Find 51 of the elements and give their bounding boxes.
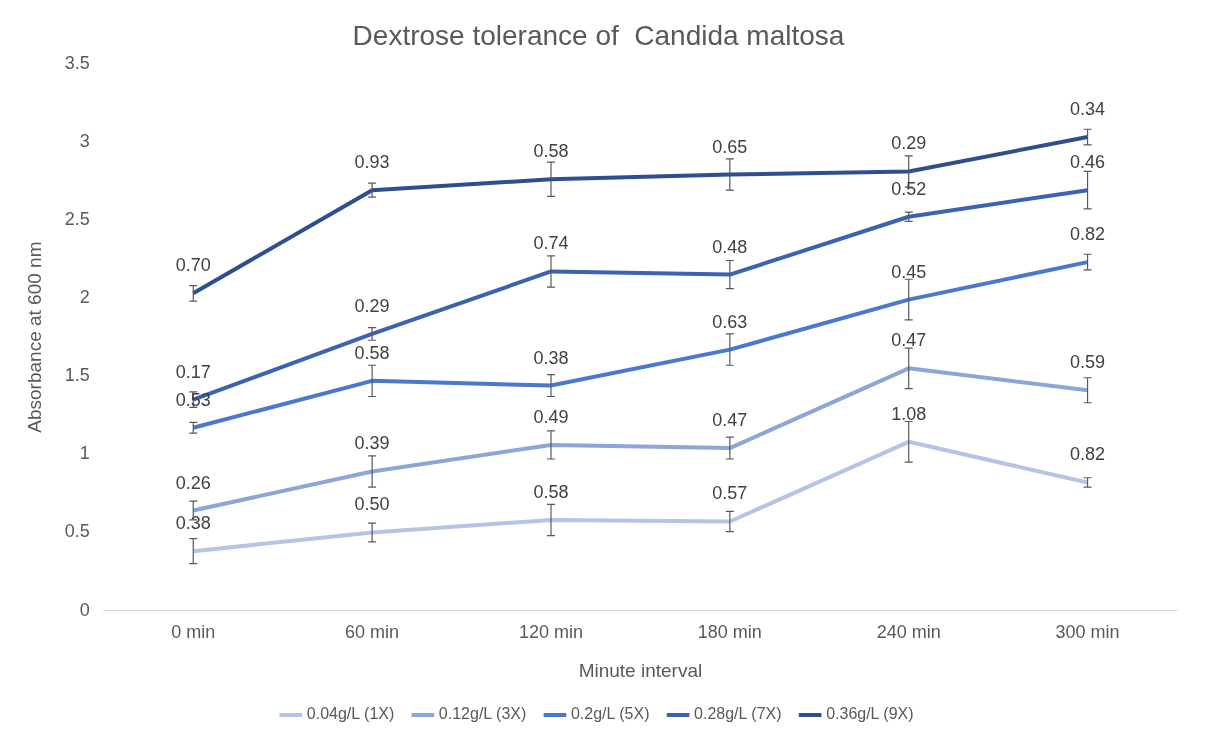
y-tick-label: 3 — [79, 130, 90, 151]
annotation: 0.93 — [354, 152, 390, 173]
y-axis-title: Absorbance at 600 nm — [23, 241, 45, 433]
x-tick-label: 240 min — [876, 622, 941, 643]
legend-label: 0.36g/L (9X) — [826, 705, 914, 723]
data-label: 0.82 — [1070, 444, 1106, 465]
y-tick-label: 0.5 — [64, 521, 90, 542]
x-tick-label: 60 min — [345, 622, 400, 643]
annotation: 0.26 — [175, 472, 211, 493]
data-label: 1.08 — [891, 403, 927, 424]
legend-label: 0.04g/L (1X) — [306, 705, 395, 723]
x-axis-title: Minute interval — [578, 659, 703, 681]
data-label: 0.38 — [175, 513, 211, 534]
x-tick-label: 120 min — [518, 622, 583, 643]
annotation: 0.59 — [1070, 352, 1106, 373]
annotation: 0.70 — [175, 255, 211, 276]
annotation: 0.29 — [891, 133, 927, 154]
legend-label: 0.12g/L (3X) — [438, 705, 527, 723]
x-tick-label: 180 min — [697, 622, 762, 643]
y-tick-label: 3.5 — [64, 52, 90, 73]
y-tick-label: 1.5 — [64, 365, 90, 386]
data-label: 0.58 — [533, 481, 569, 502]
annotation: 0.29 — [354, 295, 390, 316]
annotation: 0.38 — [533, 347, 569, 368]
x-tick-label: 0 min — [171, 622, 216, 643]
annotation: 0.47 — [712, 410, 748, 431]
annotation: 0.82 — [1070, 224, 1106, 245]
annotation: 0.17 — [175, 361, 211, 382]
annotation: 0.46 — [1070, 152, 1106, 173]
annotation: 0.58 — [354, 342, 390, 363]
annotation: 0.47 — [891, 330, 927, 351]
annotation: 0.39 — [354, 433, 390, 454]
y-tick-label: 0 — [79, 599, 90, 620]
annotation: 0.45 — [891, 261, 927, 282]
chart-title: Dextrose tolerance of Candida maltosa — [352, 19, 845, 51]
legend-label: 0.28g/L (7X) — [694, 705, 782, 723]
y-tick-label: 2.5 — [64, 208, 90, 229]
data-label: 0.57 — [712, 483, 748, 504]
annotation: 0.58 — [533, 141, 569, 162]
annotation: 0.49 — [533, 406, 569, 427]
annotation: 0.74 — [533, 233, 569, 254]
annotation: 0.34 — [1070, 99, 1106, 120]
annotation: 0.63 — [712, 311, 748, 332]
data-label: 0.50 — [354, 494, 390, 515]
legend-label: 0.2g/L (5X) — [570, 705, 650, 723]
y-tick-label: 1 — [79, 443, 90, 464]
annotation: 0.48 — [712, 236, 748, 257]
y-tick-label: 2 — [79, 287, 90, 307]
annotation: 0.65 — [712, 136, 748, 157]
x-tick-label: 300 min — [1055, 622, 1120, 643]
annotation: 0.52 — [891, 178, 927, 199]
